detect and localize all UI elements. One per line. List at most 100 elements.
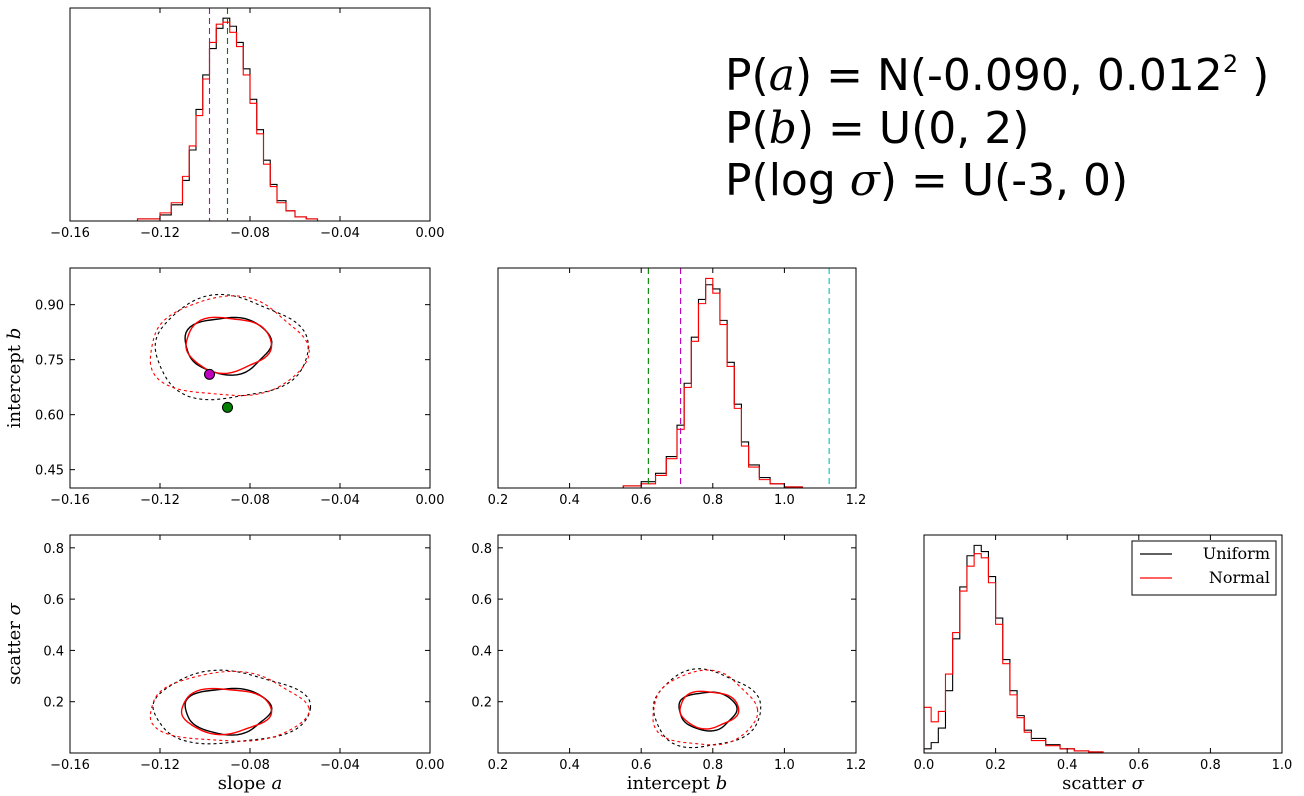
legend-label-uniform: Uniform: [1203, 544, 1270, 563]
x-tick-label: 1.2: [846, 493, 867, 508]
prior-b-post: ) = U(0, 2): [796, 103, 1030, 154]
prior-a-pre: P(: [725, 50, 769, 101]
contour-inner: [184, 316, 273, 376]
prior-sigma-text: P(log σ) = U(-3, 0): [725, 159, 1128, 203]
contour-outer: [149, 670, 310, 742]
prior-a-sup: 2: [1222, 50, 1239, 78]
y-tick-label: 0.4: [43, 644, 64, 659]
x-axis-label-text: slope: [218, 773, 272, 794]
y-axis-label-text: intercept: [4, 339, 25, 428]
contour-inner: [180, 687, 273, 736]
x-tick-label: 1.2: [846, 758, 867, 773]
x-tick-label: −0.12: [140, 226, 180, 241]
prior-b-text: P(b) = U(0, 2): [725, 107, 1029, 151]
x-tick-label: 0.00: [416, 758, 445, 773]
x-tick-label: 0.6: [631, 758, 652, 773]
x-tick-label: −0.12: [140, 493, 180, 508]
x-tick-label: 0.00: [416, 493, 445, 508]
legend-box: [1131, 540, 1277, 596]
x-tick-label: −0.04: [320, 493, 360, 508]
plot-area-scatter-b-sigma: [652, 668, 762, 749]
x-tick-label: 0.8: [702, 493, 723, 508]
contour-inner: [679, 690, 740, 730]
x-tick-label: 0.00: [416, 226, 445, 241]
x-tick-label: −0.12: [140, 758, 180, 773]
x-axis-label-text: scatter: [1062, 773, 1132, 794]
contour-inner: [185, 316, 273, 375]
legend: Uniform Normal: [1131, 540, 1277, 596]
x-tick-label: −0.16: [50, 226, 90, 241]
y-tick-label: 0.4: [471, 644, 492, 659]
x-axis-label: scatter σ: [1062, 773, 1145, 794]
y-tick-label: 0.6: [471, 593, 492, 608]
plot-area-hist-b: [587, 268, 830, 488]
x-tick-label: 1.0: [774, 758, 795, 773]
axes-frame: [69, 267, 431, 489]
x-tick-label: 0.6: [1128, 758, 1149, 773]
x-axis-label-var: a: [272, 773, 283, 794]
prior-sigma-post: ) = U(-3, 0): [879, 155, 1129, 206]
x-tick-label: −0.08: [230, 226, 270, 241]
x-axis-label: slope a: [218, 773, 282, 794]
x-axis-label: intercept b: [627, 773, 728, 794]
panel-scatter-a-sigma: −0.16 −0.12 −0.08 −0.04 0.00 0.2 0.4 0.6 0.8 slop…: [4, 534, 445, 794]
x-axis-label-var: b: [716, 773, 728, 794]
x-tick-label: 0.8: [1200, 758, 1221, 773]
x-tick-label: −0.08: [230, 493, 270, 508]
contour-outer: [149, 295, 310, 397]
axes-frame: [923, 534, 1283, 754]
x-tick-label: 0.0: [914, 758, 935, 773]
axes-frame: [69, 534, 431, 754]
hist-step-uniform: [924, 544, 1104, 753]
x-tick-label: 0.6: [631, 493, 652, 508]
prior-sigma-var: σ: [849, 155, 880, 206]
x-tick-label: 0.2: [488, 493, 509, 508]
y-axis-label: scatter σ: [4, 602, 25, 685]
y-tick-label: 0.2: [43, 696, 64, 711]
prior-a-text: P(a) = N(-0.090, 0.0122 ): [725, 52, 1269, 98]
x-tick-label: 0.2: [488, 758, 509, 773]
prior-a-post: ) = N(-0.090, 0.012: [794, 50, 1223, 101]
y-tick-label: 0.8: [43, 542, 64, 557]
x-tick-label: −0.08: [230, 758, 270, 773]
hist-step-normal: [587, 277, 803, 488]
plot-area-scatter-a-sigma: [149, 669, 312, 745]
y-tick-label: 0.8: [471, 542, 492, 557]
contour-outer: [154, 293, 309, 401]
y-axis-label: intercept b: [4, 328, 25, 429]
plot-area-hist-a: [115, 8, 319, 221]
x-tick-label: 0.4: [1057, 758, 1078, 773]
prior-b-pre: P(: [725, 103, 769, 154]
panel-hist-sigma: 0.0 0.2 0.4 0.6 0.8 1.0 scatter σ Uniform Normal: [914, 534, 1293, 794]
prior-a-var: a: [768, 50, 795, 101]
prior-sigma-pre: P(log: [725, 155, 850, 206]
y-tick-label: 0.6: [43, 593, 64, 608]
x-tick-label: 1.0: [1272, 758, 1293, 773]
hist-step-normal: [115, 21, 319, 221]
y-tick-label: 0.90: [35, 299, 64, 314]
y-tick-label: 0.45: [35, 464, 64, 479]
plot-area-hist-sigma: [924, 544, 1104, 753]
prior-b-var: b: [768, 103, 797, 154]
panel-scatter-b-sigma: 0.2 0.4 0.6 0.8 1.0 1.20.20.40.60.8intercept …: [471, 534, 867, 794]
plot-area-scatter-a-b: [149, 293, 310, 413]
x-tick-label: −0.16: [50, 758, 90, 773]
truth-point: [222, 401, 233, 413]
x-tick-label: −0.04: [320, 758, 360, 773]
y-tick-label: 0.60: [35, 409, 64, 424]
prior-a-end: ): [1238, 50, 1270, 101]
x-tick-label: −0.04: [320, 226, 360, 241]
panel-scatter-a-b: −0.16 −0.12 −0.08 −0.04 0.00 0.45 0.60 0.75 0.90…: [4, 267, 445, 508]
y-axis-label-var: b: [4, 328, 25, 340]
y-tick-label: 0.2: [471, 696, 492, 711]
contour-outer: [652, 669, 759, 746]
x-axis-label-var: σ: [1132, 773, 1145, 794]
y-axis-label-var: σ: [4, 602, 25, 615]
axes-frame: [497, 534, 857, 754]
hist-step-uniform: [587, 284, 803, 488]
x-tick-label: 0.4: [559, 758, 580, 773]
panel-hist-a: −0.16 −0.12 −0.08 −0.04 0.00: [50, 7, 445, 241]
panel-hist-b: 0.2 0.4 0.6 0.8 1.0 1.2: [488, 267, 867, 508]
